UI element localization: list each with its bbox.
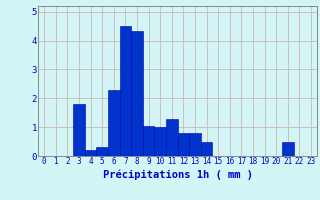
Bar bbox=[201, 142, 212, 156]
X-axis label: Précipitations 1h ( mm ): Précipitations 1h ( mm ) bbox=[103, 169, 252, 180]
Bar bbox=[85, 150, 96, 156]
Bar bbox=[166, 118, 178, 156]
Bar bbox=[73, 104, 85, 156]
Bar bbox=[143, 126, 155, 156]
Bar bbox=[282, 142, 294, 156]
Bar bbox=[96, 147, 108, 156]
Bar bbox=[155, 127, 166, 156]
Bar bbox=[108, 90, 120, 156]
Bar bbox=[189, 133, 201, 156]
Bar bbox=[131, 31, 143, 156]
Bar bbox=[178, 133, 189, 156]
Bar bbox=[120, 26, 131, 156]
